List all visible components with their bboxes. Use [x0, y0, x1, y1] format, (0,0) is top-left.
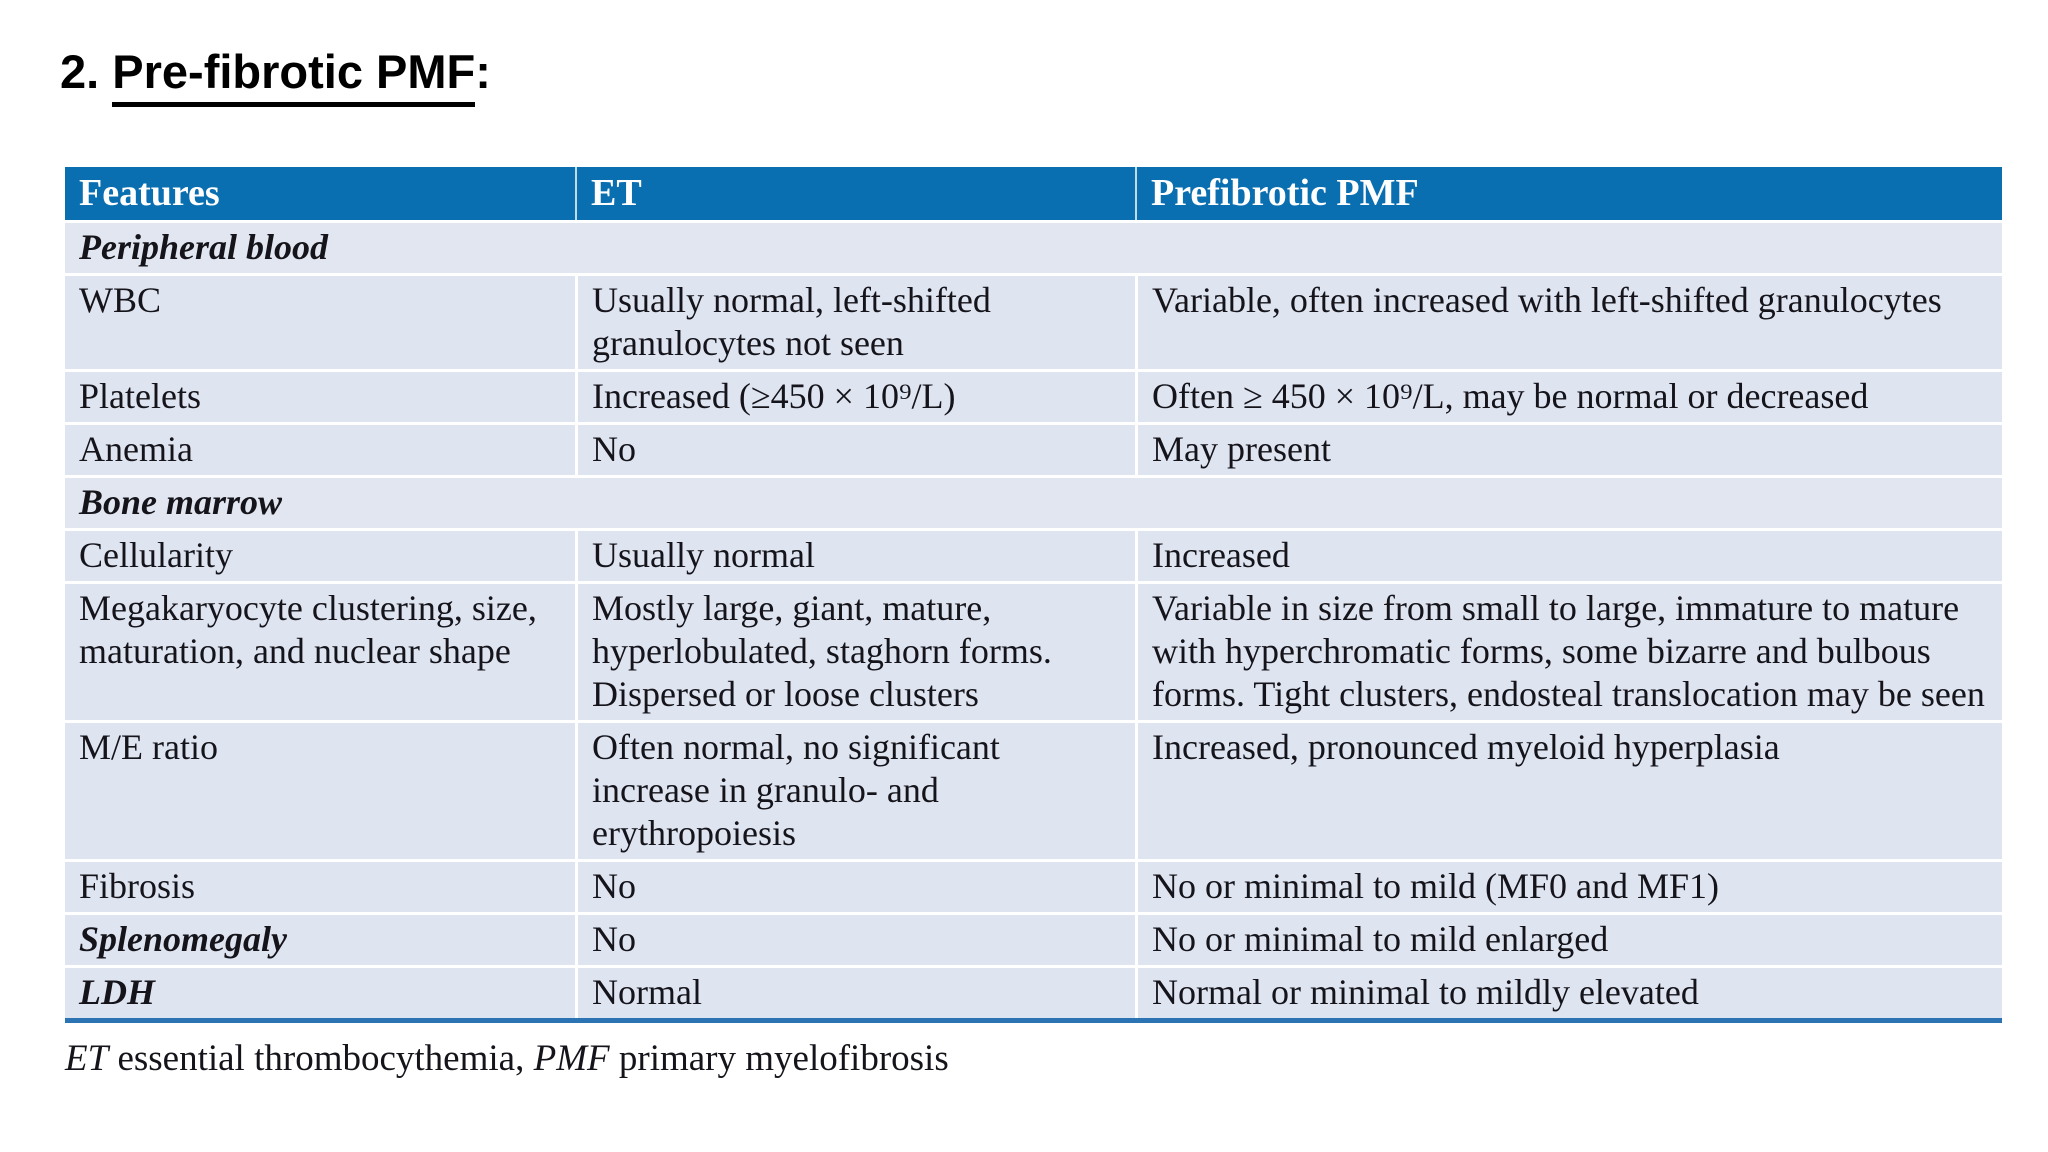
table-row-wbc: WBC Usually normal, left-shifted granulo…	[65, 273, 2002, 369]
footnote-pmf-text: primary myelofibrosis	[609, 1038, 949, 1079]
et-cell: Mostly large, giant, mature, hyperlobula…	[575, 581, 1135, 720]
et-cell: Increased (≥450 × 10⁹/L)	[575, 369, 1135, 422]
et-cell: Usually normal, left-shifted granulocyte…	[575, 273, 1135, 369]
footnote-pmf-abbr: PMF	[533, 1038, 610, 1079]
table-container: Features ET Prefibrotic PMF Peripheral b…	[65, 167, 2002, 1081]
section-row-peripheral-blood: Peripheral blood	[65, 220, 2002, 273]
section-cell: Bone marrow	[65, 475, 2002, 528]
table-row-anemia: Anemia No May present	[65, 422, 2002, 475]
table-row-fibrosis: Fibrosis No No or minimal to mild (MF0 a…	[65, 859, 2002, 912]
header-cell-features: Features	[65, 167, 575, 220]
feature-cell: Fibrosis	[65, 859, 575, 912]
et-cell: Often normal, no significant increase in…	[575, 720, 1135, 859]
pmf-cell: Increased, pronounced myeloid hyperplasi…	[1135, 720, 2002, 859]
feature-cell: Splenomegaly	[65, 912, 575, 965]
table-row-platelets: Platelets Increased (≥450 × 10⁹/L) Often…	[65, 369, 2002, 422]
pmf-cell: Often ≥ 450 × 10⁹/L, may be normal or de…	[1135, 369, 2002, 422]
title-number: 2.	[60, 45, 113, 98]
feature-cell: M/E ratio	[65, 720, 575, 859]
pmf-cell: No or minimal to mild (MF0 and MF1)	[1135, 859, 2002, 912]
feature-cell: Megakaryocyte clustering, size, maturati…	[65, 581, 575, 720]
section-row-bone-marrow: Bone marrow	[65, 475, 2002, 528]
title-colon: :	[475, 45, 491, 98]
et-cell: Normal	[575, 965, 1135, 1018]
pmf-cell: No or minimal to mild enlarged	[1135, 912, 2002, 965]
table-row-splenomegaly: Splenomegaly No No or minimal to mild en…	[65, 912, 2002, 965]
feature-cell: WBC	[65, 273, 575, 369]
et-cell: Usually normal	[575, 528, 1135, 581]
et-cell: No	[575, 859, 1135, 912]
et-cell: No	[575, 422, 1135, 475]
pmf-cell: Variable in size from small to large, im…	[1135, 581, 2002, 720]
feature-cell: Anemia	[65, 422, 575, 475]
header-cell-et: ET	[575, 167, 1135, 220]
table-row-cellularity: Cellularity Usually normal Increased	[65, 528, 2002, 581]
page-title: 2. Pre-fibrotic PMF:	[60, 44, 491, 107]
header-cell-pmf: Prefibrotic PMF	[1135, 167, 2002, 220]
table-row-ldh: LDH Normal Normal or minimal to mildly e…	[65, 965, 2002, 1018]
feature-cell: Platelets	[65, 369, 575, 422]
pmf-cell: Normal or minimal to mildly elevated	[1135, 965, 2002, 1018]
comparison-table: Features ET Prefibrotic PMF Peripheral b…	[65, 167, 2002, 1023]
title-main-text: Pre-fibrotic PMF	[112, 45, 476, 107]
footnote-et-text: essential thrombocythemia,	[108, 1038, 534, 1079]
feature-cell: Cellularity	[65, 528, 575, 581]
table-row-megakaryocyte: Megakaryocyte clustering, size, maturati…	[65, 581, 2002, 720]
table-header-row: Features ET Prefibrotic PMF	[65, 167, 2002, 220]
table-footnote: ET essential thrombocythemia, PMF primar…	[65, 1037, 2002, 1081]
et-cell: No	[575, 912, 1135, 965]
pmf-cell: May present	[1135, 422, 2002, 475]
feature-cell: LDH	[65, 965, 575, 1018]
pmf-cell: Increased	[1135, 528, 2002, 581]
table-row-me-ratio: M/E ratio Often normal, no significant i…	[65, 720, 2002, 859]
footnote-et-abbr: ET	[65, 1038, 109, 1079]
pmf-cell: Variable, often increased with left-shif…	[1135, 273, 2002, 369]
section-cell: Peripheral blood	[65, 220, 2002, 273]
